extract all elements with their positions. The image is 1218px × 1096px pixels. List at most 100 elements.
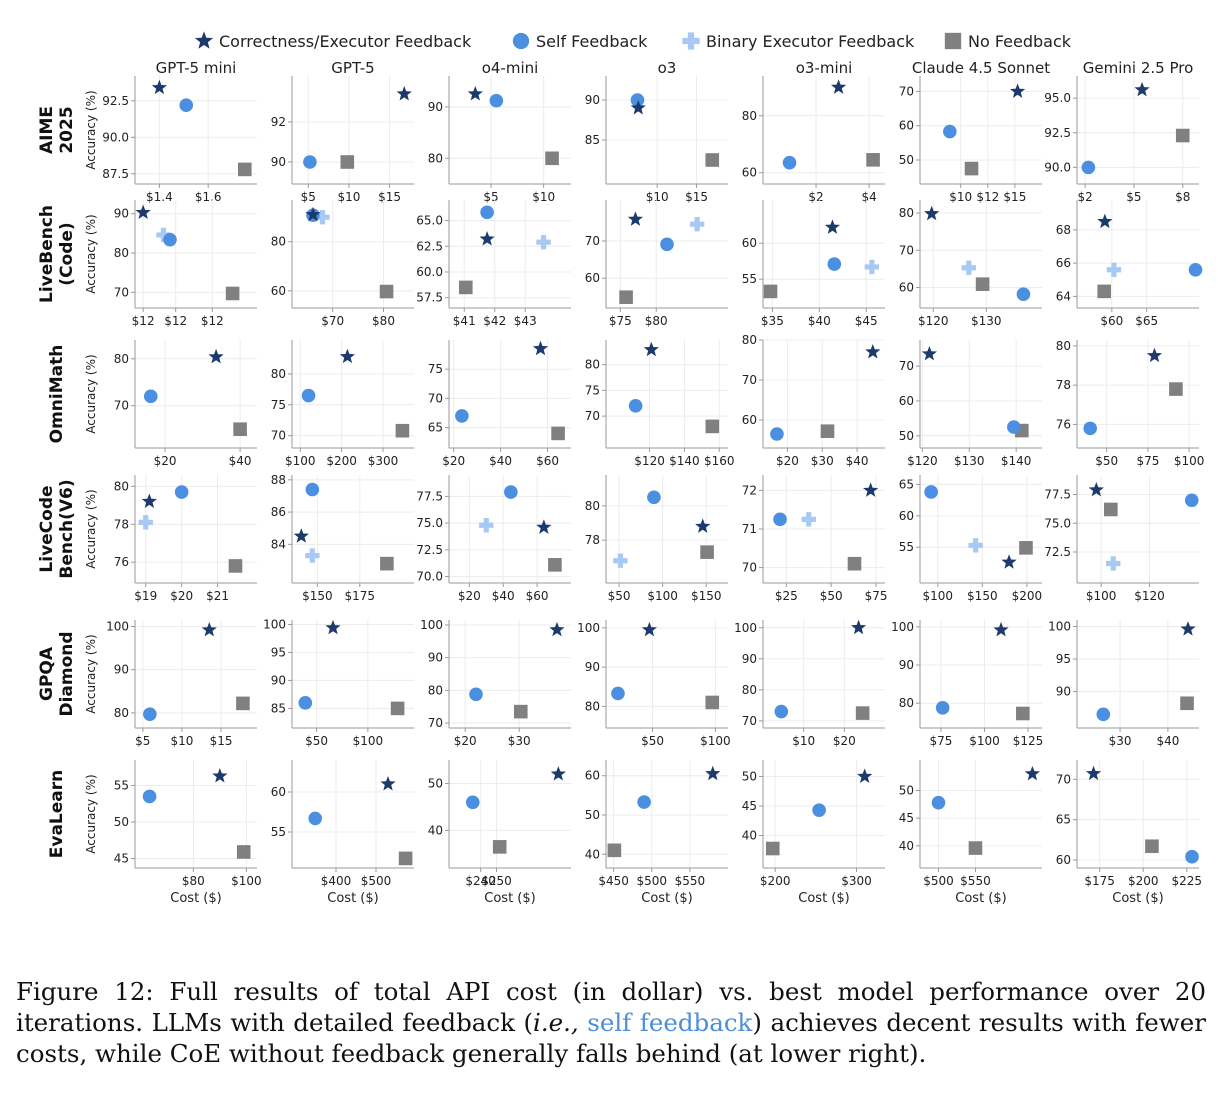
data-point-binary (968, 538, 983, 553)
x-tick-label: $25 (775, 589, 798, 603)
legend: Correctness/Executor Feedback Self Feedba… (194, 31, 1072, 51)
y-tick-label: 60.0 (416, 265, 443, 279)
benchmark-label-line: OmniMath (47, 345, 67, 444)
x-tick-label: $70 (321, 314, 344, 328)
y-tick-label: 86 (271, 505, 286, 519)
x-tick-label: $30 (811, 454, 834, 468)
data-point-self (1096, 707, 1111, 722)
x-tick-label: $10 (646, 190, 669, 204)
x-tick-label: $225 (1172, 874, 1203, 888)
y-tick-label: 70 (742, 714, 757, 728)
model-title: Claude 4.5 Sonnet (912, 59, 1050, 77)
x-axis-label: Cost ($) (1112, 891, 1163, 906)
data-point-none (700, 545, 714, 559)
y-tick-label: 55 (114, 779, 129, 793)
x-tick-label: $500 (636, 874, 667, 888)
x-tick-label: $45 (855, 314, 878, 328)
x-tick-label: $40 (229, 454, 252, 468)
x-tick-label: $125 (1013, 734, 1044, 748)
x-tick-label: $100 (353, 734, 384, 748)
benchmark-label-line: LiveCode (37, 485, 57, 572)
benchmark-row: EvaLearn $80 $100 45 50 55 Accuracy (%) Cost ($… (47, 760, 1202, 906)
scatter-panel: $50 $100 $150 78 80 (585, 475, 728, 603)
x-axis-label: Cost ($) (955, 891, 1006, 906)
benchmark-label-line: EvaLearn (47, 770, 67, 859)
data-point-self (773, 512, 787, 527)
data-point-self (611, 686, 625, 701)
figure-caption: Figure 12: Full results of total API cos… (16, 976, 1206, 1069)
scatter-panel: $50 $75 $100 76 78 80 (1056, 339, 1205, 468)
x-tick-label: $100 (923, 589, 954, 603)
benchmark-label-line: (Code) (57, 222, 77, 285)
y-tick-label: 90 (271, 155, 286, 169)
benchmark-label: LiveBench(Code) (37, 205, 77, 303)
scatter-panel: $2 $5 $8 90.0 92.5 95.0 (1044, 76, 1199, 204)
y-tick-label: 90.0 (1044, 160, 1071, 174)
x-tick-label: $40 (489, 454, 512, 468)
x-tick-label: $80 (645, 314, 668, 328)
data-point-self (489, 93, 504, 108)
y-tick-label: 70 (114, 399, 129, 413)
caption-suffix: ) achieves decent results with fewer cos… (16, 1008, 1206, 1068)
x-tick-label: $5 (483, 190, 498, 204)
x-tick-label: $20 (833, 734, 856, 748)
x-tick-label: $100 (285, 454, 316, 468)
data-point-binary (961, 260, 976, 275)
x-tick-label: $120 (907, 454, 938, 468)
data-point-self (469, 687, 483, 702)
y-tick-label: 40 (899, 839, 914, 853)
y-tick-label: 60 (899, 509, 914, 523)
y-tick-label: 70 (585, 234, 600, 248)
x-tick-label: $20 (458, 589, 481, 603)
data-point-self (504, 485, 518, 499)
y-tick-label: 71 (742, 522, 757, 536)
data-point-binary (156, 227, 171, 243)
y-tick-label: 90 (428, 100, 443, 114)
data-point-none (964, 161, 979, 176)
x-tick-label: $140 (669, 454, 700, 468)
data-point-none (379, 284, 394, 299)
legend-label: Self Feedback (536, 32, 648, 51)
model-title: GPT-5 mini (156, 59, 237, 77)
x-tick-label: $300 (841, 874, 872, 888)
x-tick-label: $550 (675, 874, 706, 888)
data-point-none (236, 696, 250, 711)
y-tick-label: 55 (742, 272, 757, 286)
y-tick-label: 100 (1048, 620, 1071, 634)
data-point-none (1180, 696, 1194, 711)
data-point-none (975, 277, 990, 291)
x-tick-label: $30 (508, 734, 531, 748)
data-point-self (660, 237, 674, 252)
y-tick-label: 50 (742, 770, 757, 784)
y-tick-label: 84 (271, 537, 286, 551)
x-tick-label: $175 (1084, 874, 1115, 888)
y-tick-label: 80 (271, 235, 286, 249)
y-tick-label: 40 (428, 823, 443, 837)
scatter-panel: $10 $15 85 90 (585, 76, 728, 204)
y-tick-label: 45 (899, 811, 914, 825)
x-tick-label: $140 (1001, 454, 1032, 468)
benchmark-label-line: Diamond (57, 631, 77, 716)
data-point-none (705, 153, 720, 167)
x-tick-label: $1.6 (195, 190, 222, 204)
y-tick-label: 45 (742, 799, 757, 813)
caption-link-self-feedback[interactable]: self feedback (587, 1008, 753, 1037)
x-tick-label: $43 (514, 314, 537, 328)
scatter-panel: $100 $200 $300 70 75 80 (271, 340, 414, 468)
x-tick-label: $100 (1086, 589, 1117, 603)
benchmark-label: EvaLearn (47, 770, 67, 859)
scatter-panel: $20 $30 $40 60 70 80 (742, 333, 885, 468)
data-point-self (142, 789, 157, 804)
data-point-self (301, 388, 316, 403)
y-tick-label: 100 (577, 621, 600, 635)
data-point-correctness (1134, 81, 1150, 97)
data-point-none (1175, 128, 1190, 143)
x-tick-label: $41 (453, 314, 476, 328)
data-point-none (1019, 541, 1033, 555)
y-tick-label: 70 (114, 285, 129, 299)
scatter-panel: $10 $12 $15 50 60 70 (899, 76, 1042, 204)
y-tick-label: 77.5 (1044, 488, 1071, 502)
legend-marker-self-icon (512, 32, 530, 50)
x-tick-label: $12 (201, 314, 224, 328)
